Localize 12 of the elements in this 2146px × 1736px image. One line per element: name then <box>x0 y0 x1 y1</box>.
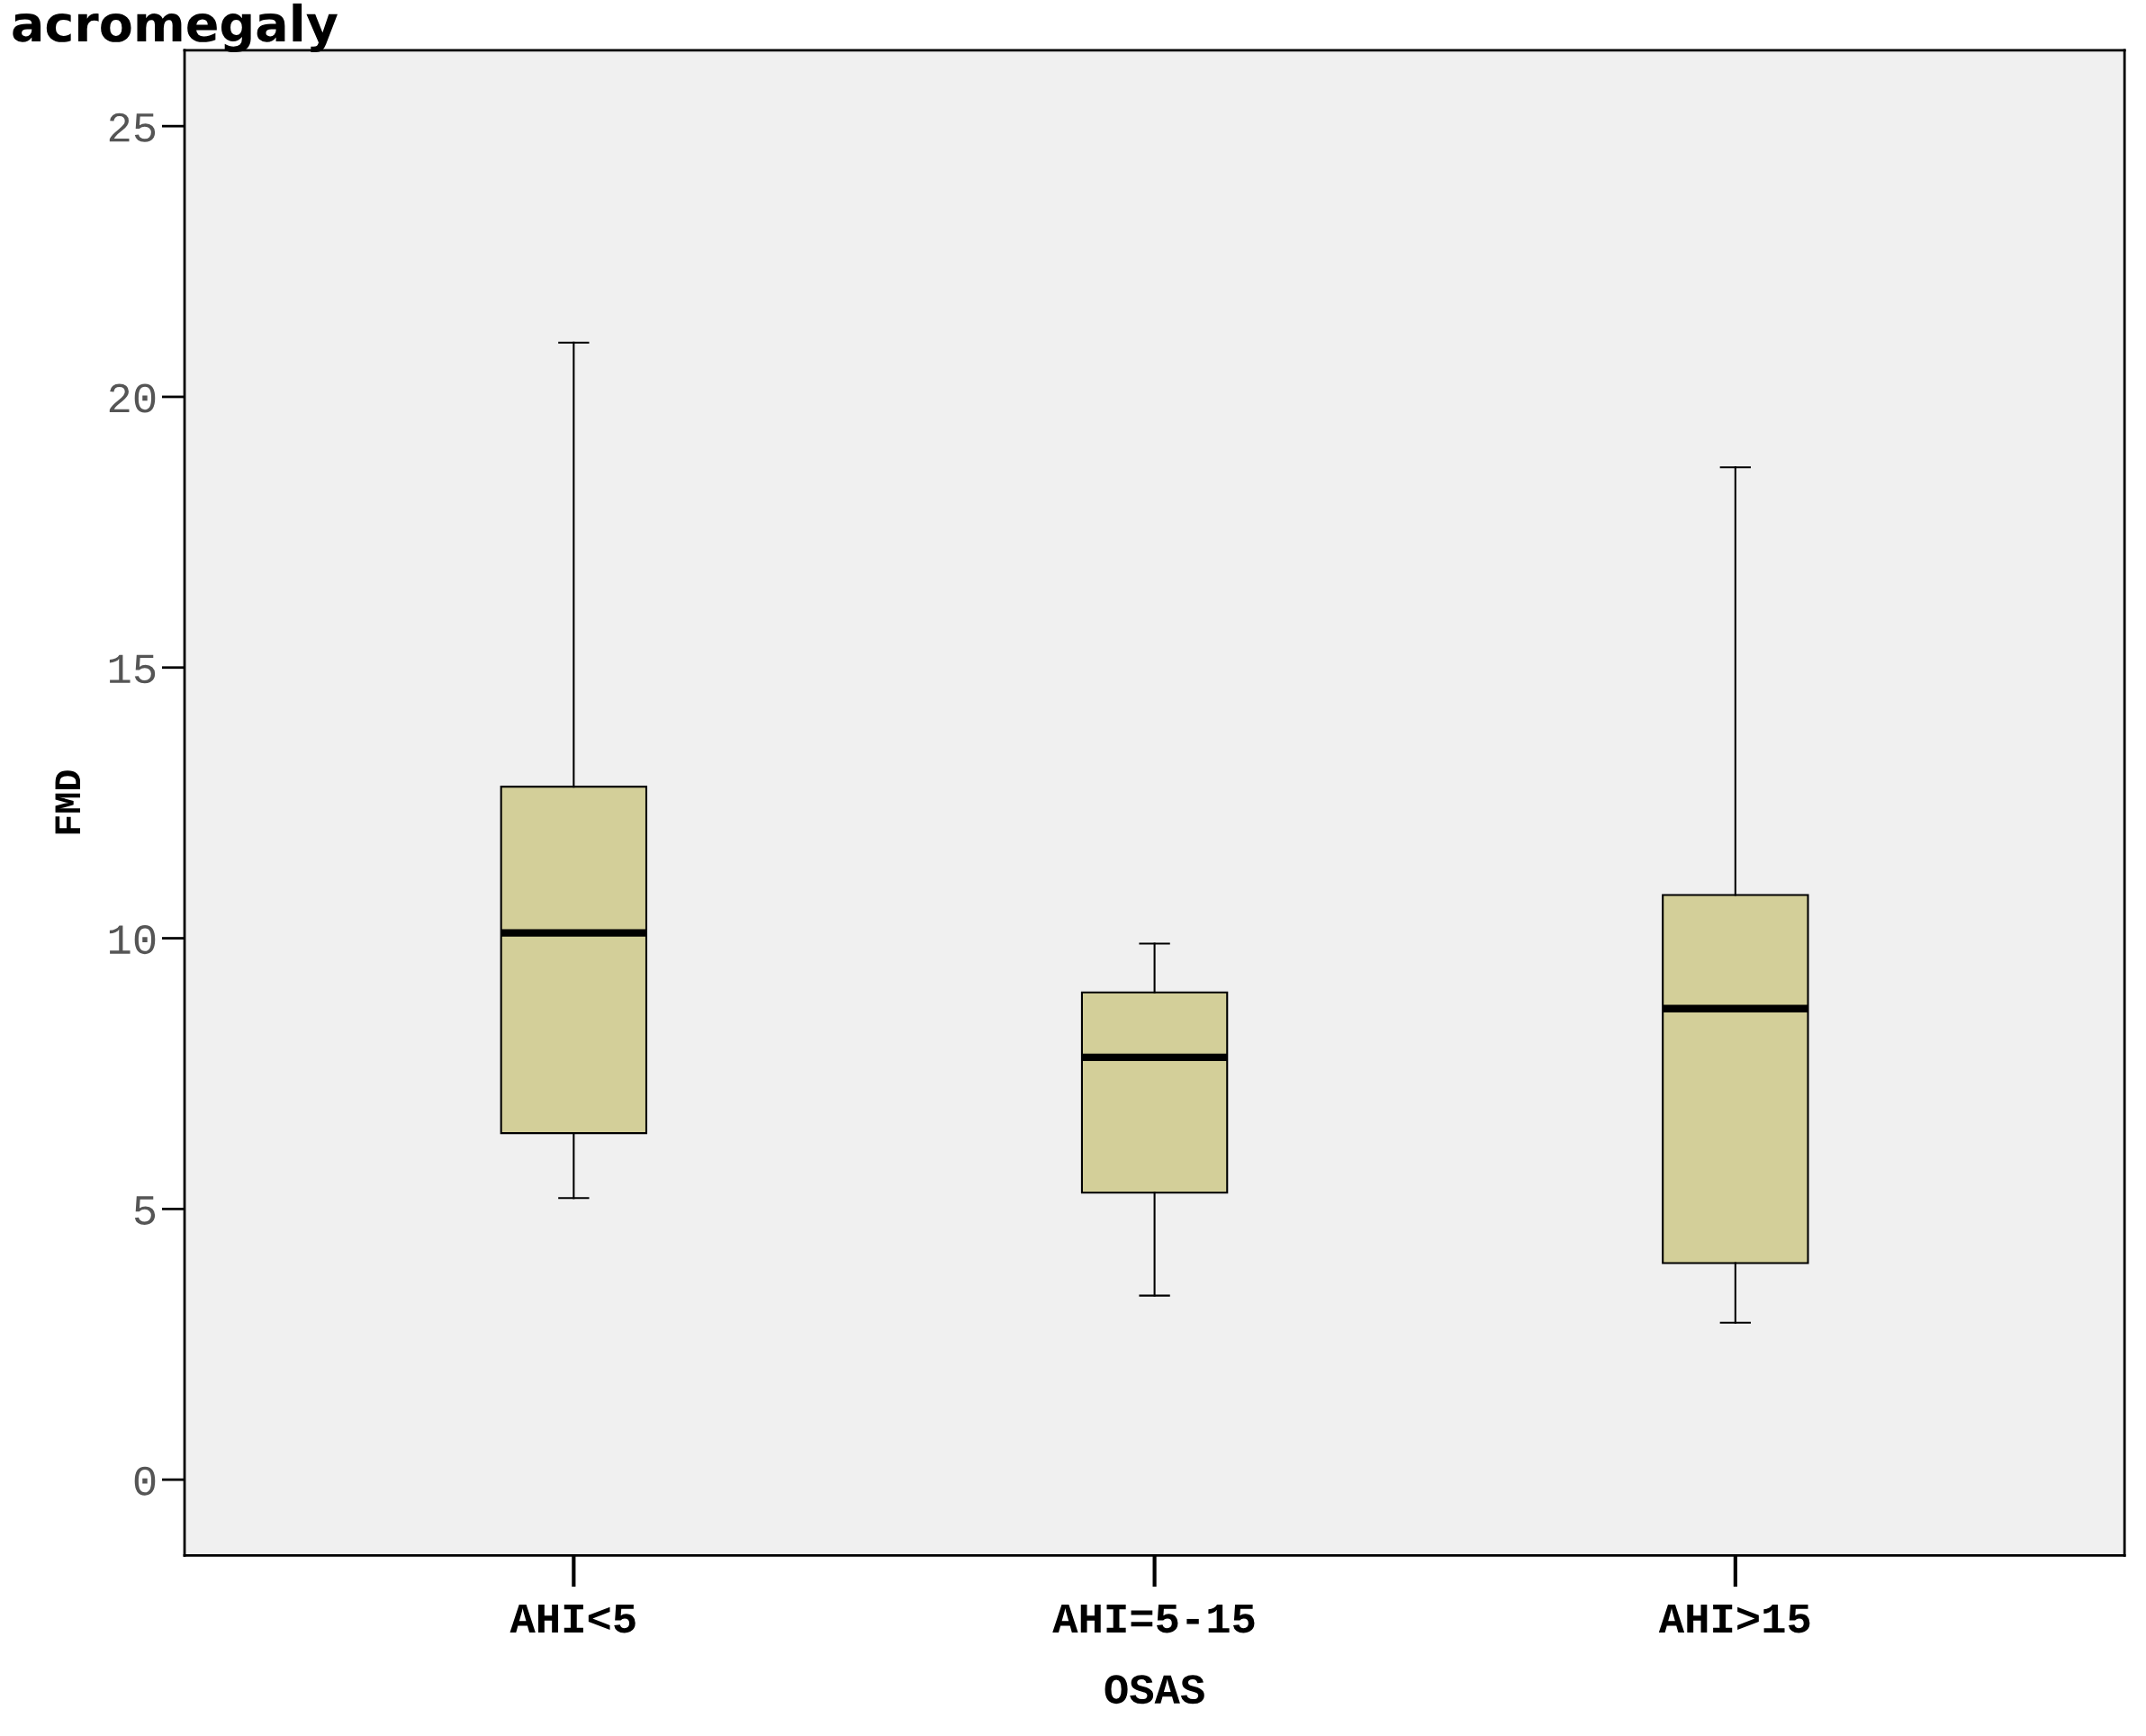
y-tick-label: 25 <box>109 112 156 142</box>
x-tick-label: AHI<5 <box>509 1604 636 1633</box>
y-axis-title: FMD <box>55 770 80 834</box>
y-tick-label: 20 <box>109 383 156 413</box>
chart-title: acromegaly <box>13 3 338 53</box>
y-tick-label: 15 <box>109 654 156 684</box>
y-tick-label: 5 <box>134 1196 156 1225</box>
y-tick-label: 10 <box>109 925 156 955</box>
x-tick-label: AHI>15 <box>1658 1604 1810 1633</box>
x-axis-title: OSAS <box>1105 1675 1204 1705</box>
x-tick-label: AHI=5-15 <box>1052 1604 1255 1633</box>
y-tick-label: 0 <box>134 1466 156 1496</box>
